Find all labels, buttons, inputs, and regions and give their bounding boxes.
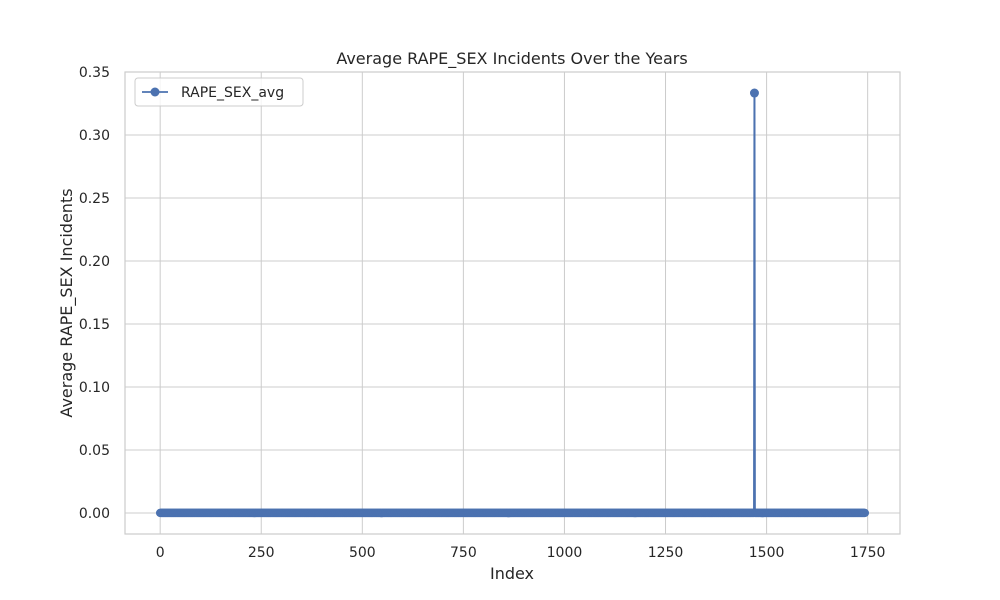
x-tick-label: 1000 <box>547 545 583 561</box>
series-layer <box>155 88 870 518</box>
y-tick-label: 0.10 <box>79 380 110 396</box>
x-tick-label: 0 <box>156 545 165 561</box>
x-tick-label: 1250 <box>648 545 684 561</box>
data-point <box>860 508 870 518</box>
x-axis-title: Index <box>490 564 534 583</box>
plot-frame <box>124 71 901 535</box>
y-tick-label: 0.00 <box>79 506 110 522</box>
legend-box <box>134 77 304 107</box>
y-tick-label: 0.15 <box>79 317 110 333</box>
chart-title: Average RAPE_SEX Incidents Over the Year… <box>336 49 687 69</box>
x-tick-label: 500 <box>349 545 376 561</box>
x-tick-label: 1750 <box>850 545 886 561</box>
x-tick-label: 750 <box>450 545 477 561</box>
x-tick-label: 250 <box>248 545 275 561</box>
x-tick-label: 1500 <box>749 545 785 561</box>
y-tick-label: 0.35 <box>79 65 110 81</box>
y-axis-title: Average RAPE_SEX Incidents <box>57 188 77 417</box>
y-tick-label: 0.30 <box>79 128 110 144</box>
y-tick-label: 0.25 <box>79 191 110 207</box>
tick-labels: 0 250 500 750 1000 1250 1500 1750 0.00 0.05 0.10 0.… <box>79 65 886 561</box>
baseline-markers <box>155 508 870 518</box>
legend-marker-swatch <box>150 87 160 97</box>
legend: RAPE_SEX_avg <box>134 77 304 107</box>
peak-data-point <box>749 88 759 98</box>
legend-label: RAPE_SEX_avg <box>181 85 284 101</box>
y-tick-label: 0.20 <box>79 254 110 270</box>
y-tick-label: 0.05 <box>79 443 110 459</box>
